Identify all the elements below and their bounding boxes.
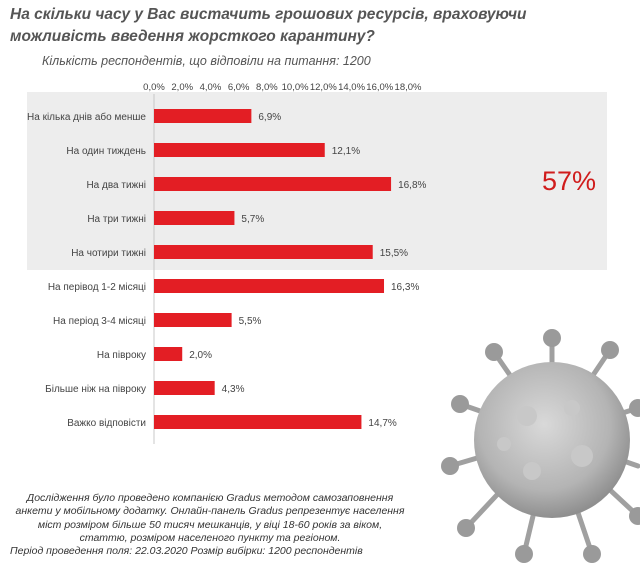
bar-value-label: 2,0% <box>189 350 212 361</box>
category-label: На чотири тижні <box>71 248 146 259</box>
highlight-total-percent: 57% <box>542 166 597 196</box>
chart-subtitle: Кількість респондентів, що відповіли на … <box>42 54 371 68</box>
bar-value-label: 12,1% <box>332 146 360 157</box>
category-label: На кілька днів або менше <box>27 111 146 123</box>
category-label: Більше ніж на півроку <box>45 384 146 395</box>
x-tick-label: 4,0% <box>200 82 222 93</box>
x-tick-label: 8,0% <box>256 82 278 93</box>
bar-value-label: 5,5% <box>239 316 262 327</box>
footnote-line: статтю, розміром населеного пункту та ре… <box>79 531 341 544</box>
bar-value-label: 16,3% <box>391 282 419 293</box>
bar <box>154 415 362 429</box>
footnote-line: анкети у мобільному додатку. Онлайн-пане… <box>15 505 405 518</box>
bar <box>154 279 385 293</box>
x-tick-label: 18,0% <box>395 82 422 93</box>
category-label: На перівод 1-2 місяці <box>48 282 146 293</box>
bar <box>154 313 232 327</box>
bar <box>154 143 325 157</box>
bar <box>154 381 215 395</box>
survey-footnote: Дослідження було проведено компанією Gra… <box>10 492 410 558</box>
x-axis-ticks: 0,0% 2,0% 4,0% 6,0% 8,0% 10,0% 12,0% 14,0% 16,0%… <box>143 82 422 93</box>
bar-value-label: 15,5% <box>380 248 408 259</box>
bar-value-label: 16,8% <box>398 180 426 191</box>
x-tick-label: 0,0% <box>143 82 165 93</box>
x-tick-label: 12,0% <box>310 82 337 93</box>
x-tick-label: 16,0% <box>366 82 393 93</box>
category-label: На один тиждень <box>66 146 146 157</box>
chart-title: На скільки часу у Вас вистачить грошових… <box>10 6 527 45</box>
bar-value-label: 4,3% <box>222 384 245 395</box>
bar <box>154 347 183 361</box>
x-tick-label: 6,0% <box>228 82 250 93</box>
category-label: Важко відповісти <box>67 418 146 429</box>
bar-series: 6,9% 12,1% 16,8% 5,7% 15,5% 16,3% 5,5% 2,0% 4,3%… <box>153 94 427 444</box>
bar-value-label: 5,7% <box>241 214 264 225</box>
bar-value-label: 14,7% <box>368 418 396 429</box>
bar <box>154 211 235 225</box>
coronavirus-illustration <box>441 329 640 563</box>
x-tick-label: 2,0% <box>171 82 193 93</box>
x-tick-label: 10,0% <box>282 82 309 93</box>
footnote-line: Дослідження було проведено компанією Gra… <box>26 492 394 504</box>
category-label: На період 3-4 місяці <box>53 316 146 327</box>
x-tick-label: 14,0% <box>338 82 365 93</box>
bar <box>154 109 252 123</box>
category-labels: На кілька днів або менше На один тиждень Н… <box>27 111 146 429</box>
category-label: На два тижні <box>86 180 146 191</box>
category-label: На півроку <box>97 350 146 361</box>
footnote-line: Період проведення поля: 22.03.2020 Розмі… <box>10 545 363 558</box>
bar <box>154 245 373 259</box>
footnote-line: міст розміром більше 50 тисяч мешканців,… <box>37 518 383 531</box>
bar <box>154 177 392 191</box>
category-label: На три тижні <box>87 214 146 225</box>
bar-value-label: 6,9% <box>258 112 281 123</box>
